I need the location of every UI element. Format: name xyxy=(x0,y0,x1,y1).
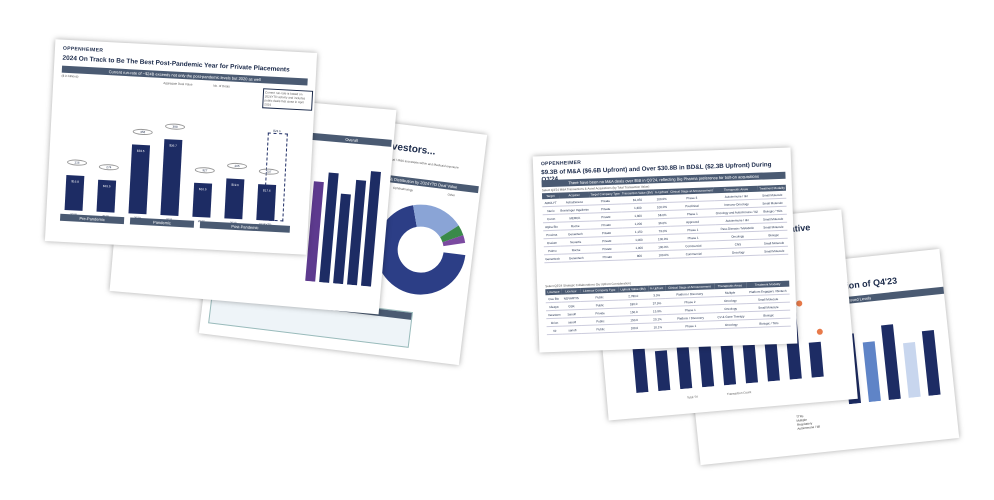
table-cell: 100.0 xyxy=(619,323,650,333)
group-pandemic: Pandemic xyxy=(129,217,195,228)
donut-chart xyxy=(375,204,466,295)
table-cell: Genentech xyxy=(560,253,592,263)
bar-value-label: $36.7 xyxy=(169,143,177,149)
table-cell: sanofi xyxy=(562,325,582,335)
marker xyxy=(816,328,823,335)
placement-bar xyxy=(128,144,151,215)
bar xyxy=(862,341,881,403)
marker xyxy=(796,300,803,307)
table-cell: Genentech xyxy=(544,254,562,263)
legend-deal-value: Aggregate Deal Value xyxy=(163,80,193,87)
units-label: ($ in billions) xyxy=(61,73,79,79)
legend-other: Other xyxy=(447,192,456,198)
bar-value-label: $16.8 xyxy=(71,179,79,185)
bar xyxy=(333,193,351,285)
brand-logo: OPPENHEIMER xyxy=(540,159,582,168)
bar xyxy=(808,341,824,378)
table-cell: Small Molecule xyxy=(760,246,789,256)
slide-ma-bdl[interactable]: OPPENHEIMER $9.3B of M&A ($6.6B Upfront)… xyxy=(532,147,798,353)
table-cell: Oncology xyxy=(715,319,748,329)
legend: TTRs Multiple Respiratory Autoimmune / I… xyxy=(796,399,947,431)
deal-count-label: 358 xyxy=(132,128,153,136)
placements-chart: $23.6 $16.82162018$15.52742019$33.535820… xyxy=(61,92,297,227)
donut-ring-main xyxy=(375,204,466,295)
ma-table-wrap: Target Acquirer Target Company Type Transac… xyxy=(541,184,789,263)
deal-count-label: 274 xyxy=(98,163,119,171)
table-cell: Private xyxy=(591,251,624,262)
table-cell: 100.0% xyxy=(655,250,672,259)
header-overall: Overall xyxy=(345,136,359,143)
deal-count-label: 327 xyxy=(194,166,215,174)
slide-private-placements[interactable]: OPPENHEIMER 2024 On Track to Be The Best… xyxy=(44,39,318,255)
deal-count-label: 237 xyxy=(258,167,279,175)
table-cell: Oncology xyxy=(715,247,761,257)
bar xyxy=(921,329,941,396)
legend-count: Transaction Count xyxy=(726,390,752,397)
collab-table: Licensee Licensor Licensor Company Type Upf… xyxy=(545,280,791,335)
table-cell: Commercial xyxy=(671,248,717,259)
bar xyxy=(632,342,649,394)
ma-table: Target Acquirer Target Company Type Transac… xyxy=(541,184,789,263)
deal-count-label: 216 xyxy=(66,159,88,167)
deal-count-label: 205 xyxy=(226,162,248,170)
table-cell: Biologic / TKIs xyxy=(747,318,791,328)
bar-value-label: $15.5 xyxy=(102,184,111,189)
slide-overall[interactable]: Overall xyxy=(109,86,397,315)
bar xyxy=(654,350,671,392)
table-cell: Vir xyxy=(546,326,564,335)
bar xyxy=(319,172,339,283)
legend-ophthalmology: Ophthalmology xyxy=(392,185,414,193)
purple-bar-chart xyxy=(305,171,381,287)
bar xyxy=(903,341,921,398)
table-cell: Phase 1 xyxy=(666,320,716,331)
deal-count-label: 398 xyxy=(164,123,186,131)
table-cell: Public xyxy=(581,324,620,334)
table-cell: 800 xyxy=(622,250,657,260)
legend-deal-count: No. of Deals xyxy=(213,83,230,89)
slide-investors[interactable]: Investors... approvals, clinical / M&A s… xyxy=(198,102,488,366)
table-cell: 10.1% xyxy=(649,322,667,332)
placement-bar xyxy=(160,139,183,216)
collab-table-wrap: Licensee Licensor Licensor Company Type Upf… xyxy=(545,280,791,335)
bar xyxy=(720,339,737,386)
donut-ring-light xyxy=(375,204,466,295)
bar xyxy=(305,181,324,282)
bar xyxy=(347,179,367,286)
header-bar: Overall xyxy=(311,132,392,147)
brand-logo: OPPENHEIMER xyxy=(62,45,104,54)
bar xyxy=(881,324,901,401)
bar-value-label: $17.6 xyxy=(262,188,271,193)
legend-total-tv: Total TV xyxy=(686,394,699,400)
bar xyxy=(360,171,381,287)
